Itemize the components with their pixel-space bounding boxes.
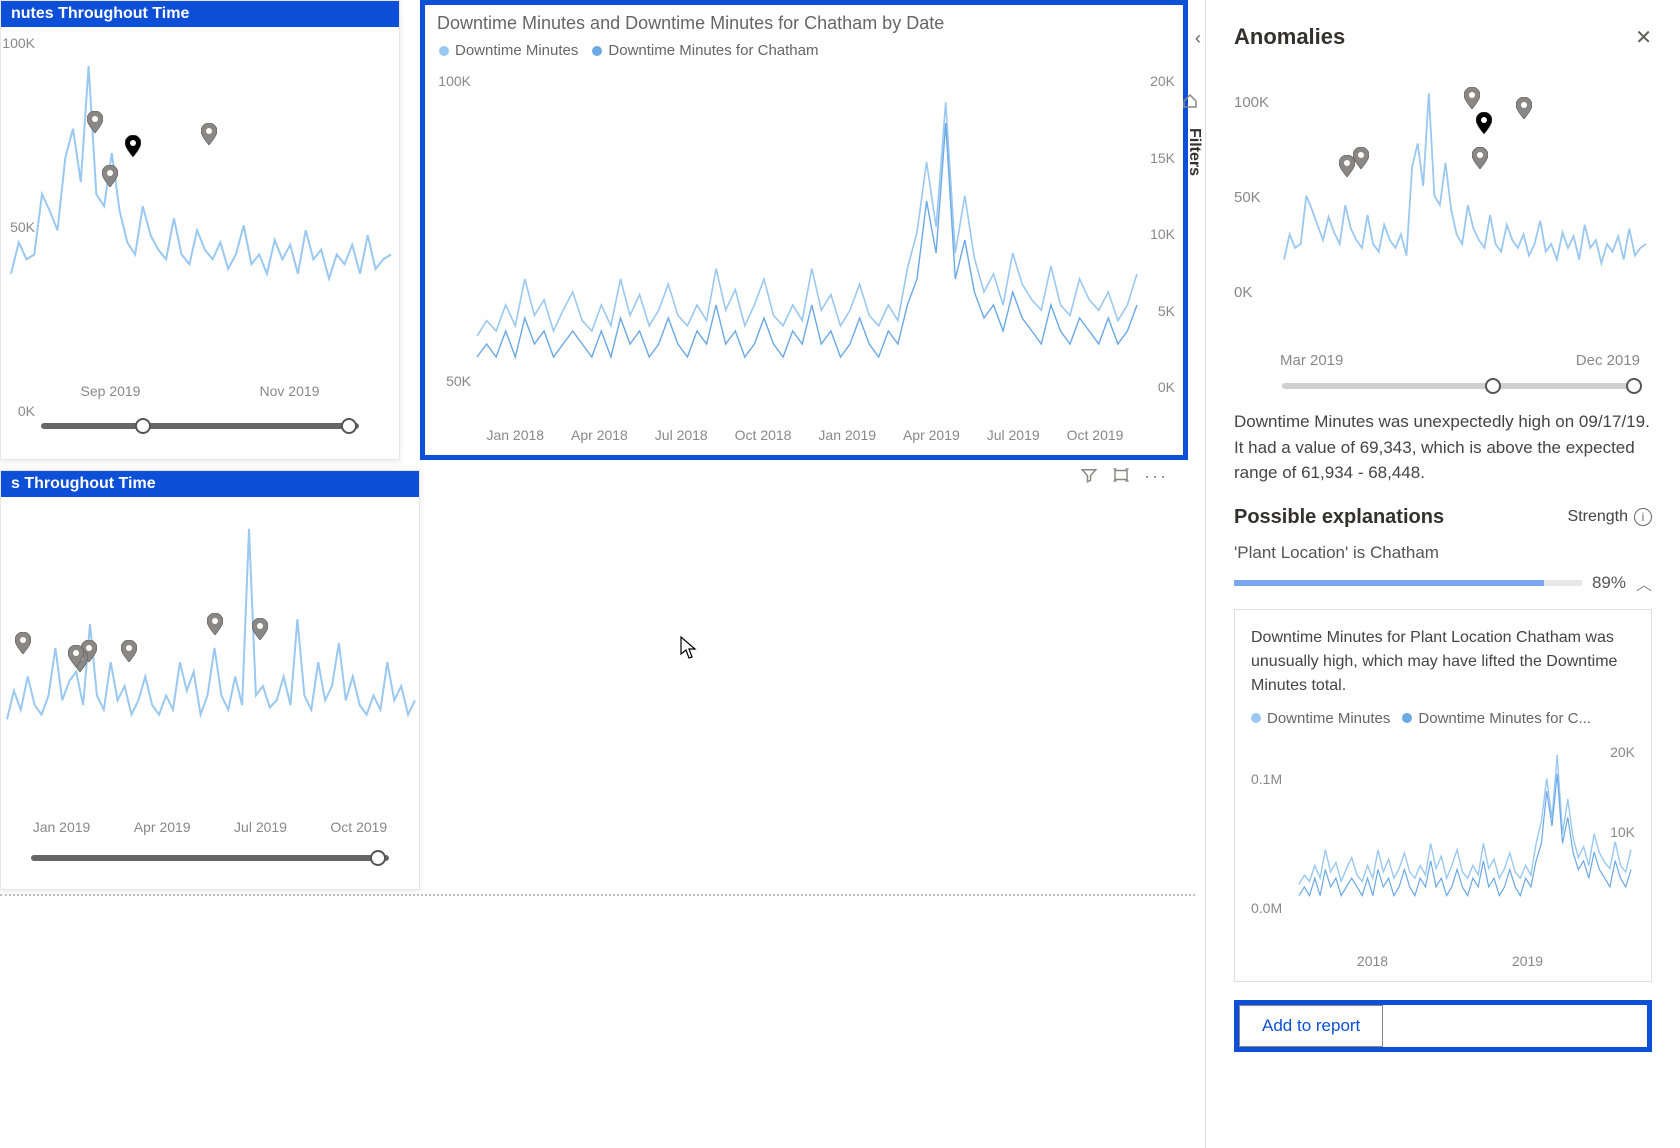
strength-bar-row: 89% ︿ xyxy=(1234,571,1652,595)
anomaly-marker-icon[interactable] xyxy=(201,123,217,145)
slider-thumb-right[interactable] xyxy=(370,850,386,866)
anomalies-panel: Anomalies ✕ 100K50K0K Mar 2019Dec 2019 D… xyxy=(1205,0,1680,1148)
anomaly-marker-icon[interactable] xyxy=(121,640,137,662)
add-to-report-button[interactable]: Add to report xyxy=(1239,1005,1383,1047)
more-icon[interactable]: ··· xyxy=(1144,466,1168,489)
slider-thumb-left[interactable] xyxy=(135,418,151,434)
chart-tile-minutes-throughout-time[interactable]: nutes Throughout Time 100K50K0K Sep 2019… xyxy=(0,0,400,460)
x-axis-labels: Jan 2019Apr 2019Jul 2019Oct 2019 xyxy=(11,819,409,835)
bookmark-icon[interactable] xyxy=(1181,92,1199,115)
strength-bar xyxy=(1234,580,1582,586)
chart-title: Downtime Minutes and Downtime Minutes fo… xyxy=(425,5,1183,36)
legend-item: Downtime Minutes xyxy=(1251,710,1390,727)
chart-body: 100K50K 20K15K10K5K0K Jan 2018Apr 2018Ju… xyxy=(425,65,1183,447)
time-range-slider[interactable] xyxy=(41,423,359,429)
chart-title: s Throughout Time xyxy=(1,471,419,497)
cursor-icon xyxy=(680,636,698,660)
chart-tile-throughout-time-2[interactable]: s Throughout Time Jan 2019Apr 2019Jul 20… xyxy=(0,470,420,890)
explanation-mini-chart[interactable]: 0.1M0.0M 20K10K xyxy=(1251,733,1635,953)
panel-title: Anomalies xyxy=(1234,24,1345,50)
chart-legend: Downtime Minutes Downtime Minutes for Cha… xyxy=(425,36,1183,65)
chart-title: nutes Throughout Time xyxy=(1,1,399,27)
filter-icon[interactable] xyxy=(1080,466,1098,489)
time-range-slider[interactable] xyxy=(1282,383,1634,389)
anomaly-marker-icon[interactable] xyxy=(1464,87,1480,109)
chevron-up-icon[interactable]: ︿ xyxy=(1636,571,1652,595)
anomaly-overview-chart[interactable]: 100K50K0K xyxy=(1234,64,1652,344)
anomaly-marker-icon[interactable] xyxy=(1339,155,1355,177)
explanation-label[interactable]: 'Plant Location' is Chatham xyxy=(1234,543,1652,563)
anomaly-marker-icon[interactable] xyxy=(1472,147,1488,169)
chart-tile-downtime-chatham[interactable]: Downtime Minutes and Downtime Minutes fo… xyxy=(420,0,1188,460)
strength-header: Strength i xyxy=(1568,508,1652,526)
x-axis-labels: Jan 2018Apr 2018Jul 2018Oct 2018Jan 2019… xyxy=(473,427,1137,443)
chart-legend: Downtime Minutes Downtime Minutes for C..… xyxy=(1251,710,1635,727)
x-axis-labels: Sep 2019Nov 2019 xyxy=(21,383,379,399)
visual-header-icons: ··· xyxy=(1080,466,1168,489)
add-to-report-highlight: Add to report xyxy=(1234,1000,1652,1052)
slider-thumb-right[interactable] xyxy=(1626,378,1642,394)
info-icon[interactable]: i xyxy=(1634,508,1652,526)
anomaly-marker-icon[interactable] xyxy=(207,613,223,635)
anomaly-marker-icon[interactable] xyxy=(68,645,84,667)
legend-item: Downtime Minutes for C... xyxy=(1402,710,1591,727)
page-separator xyxy=(0,894,1195,896)
legend-item: Downtime Minutes xyxy=(439,42,578,59)
close-icon[interactable]: ✕ xyxy=(1635,25,1652,50)
legend-item: Downtime Minutes for Chatham xyxy=(592,42,818,59)
collapse-chevron-icon[interactable]: ‹ xyxy=(1195,28,1201,49)
anomaly-marker-icon[interactable] xyxy=(102,165,118,187)
anomaly-marker-icon[interactable] xyxy=(1353,147,1369,169)
time-range-slider[interactable] xyxy=(31,855,389,861)
anomaly-marker-icon[interactable] xyxy=(87,111,103,133)
anomaly-marker-icon[interactable] xyxy=(15,632,31,654)
filters-pane-tab[interactable]: Filters xyxy=(1183,120,1205,184)
chart-body: 100K50K0K Sep 2019Nov 2019 xyxy=(1,27,399,447)
strength-percent: 89% xyxy=(1592,573,1626,593)
anomaly-marker-icon[interactable] xyxy=(1516,97,1532,119)
slider-thumb-right[interactable] xyxy=(341,418,357,434)
x-axis-labels: Mar 2019Dec 2019 xyxy=(1280,352,1640,369)
y-axis-left-labels: 100K50K xyxy=(429,65,475,417)
anomaly-marker-icon[interactable] xyxy=(252,618,268,640)
explanation-card-text: Downtime Minutes for Plant Location Chat… xyxy=(1251,626,1635,698)
chart-body: Jan 2019Apr 2019Jul 2019Oct 2019 xyxy=(1,497,419,877)
y-axis-right-labels: 20K15K10K5K0K xyxy=(1139,65,1179,423)
slider-thumb-left[interactable] xyxy=(1485,378,1501,394)
possible-explanations-title: Possible explanations xyxy=(1234,506,1444,529)
explanation-card: Downtime Minutes for Plant Location Chat… xyxy=(1234,609,1652,982)
anomaly-marker-icon[interactable] xyxy=(1476,112,1492,134)
report-canvas: nutes Throughout Time 100K50K0K Sep 2019… xyxy=(0,0,1205,1148)
x-axis-labels: 20182019 xyxy=(1295,953,1605,969)
anomaly-marker-icon[interactable] xyxy=(125,135,141,157)
anomaly-description: Downtime Minutes was unexpectedly high o… xyxy=(1234,409,1652,486)
focus-icon[interactable] xyxy=(1112,466,1130,489)
